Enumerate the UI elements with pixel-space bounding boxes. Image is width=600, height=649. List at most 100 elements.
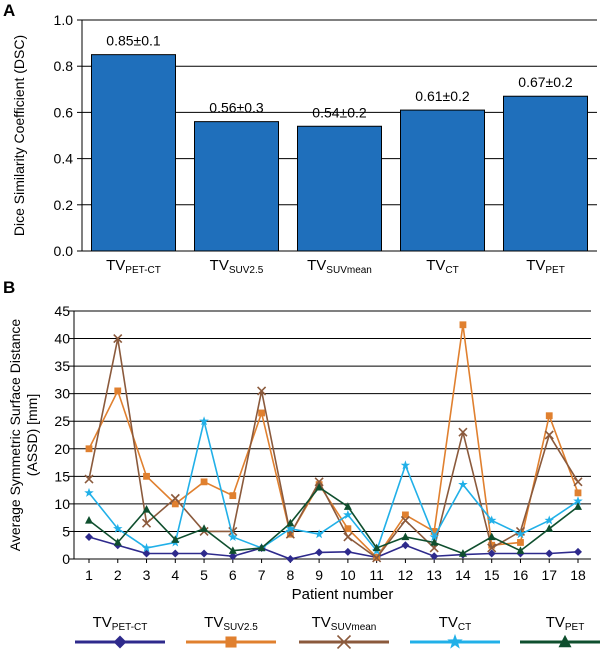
a-category-label-sub: PET-CT — [125, 265, 161, 276]
a-category-label: TVSUV2.5 — [210, 257, 264, 276]
b-point — [285, 523, 296, 533]
b-series-line — [88, 421, 579, 553]
a-ytick-label: 0.2 — [54, 197, 74, 213]
b-point — [200, 549, 209, 558]
b-point-stroke — [113, 333, 123, 344]
b-point — [343, 532, 353, 542]
a-bar — [503, 95, 588, 252]
b-legend-label: TVCT — [439, 614, 472, 633]
panel-b-letter: B — [3, 278, 15, 297]
a-ytick-label: 0.8 — [54, 58, 74, 74]
b-point — [344, 525, 352, 533]
b-legend-label: TVSUV2.5 — [204, 614, 258, 633]
b-point — [430, 538, 439, 546]
b-point — [544, 515, 554, 525]
b-point — [430, 552, 439, 561]
panel-b-legend: TVPET-CT TVSUV2.5 TVSUVmean TVCT TVPET — [75, 614, 600, 649]
b-point — [285, 529, 295, 539]
b-point — [200, 478, 208, 486]
b-point — [85, 516, 93, 524]
b-point — [286, 518, 295, 527]
b-point — [400, 515, 410, 525]
b-ytick-label: 30 — [54, 386, 70, 402]
b-point — [574, 489, 582, 497]
b-legend-marker — [113, 635, 127, 649]
b-point — [574, 547, 582, 556]
a-ytick-label: 0.4 — [54, 151, 74, 167]
b-point — [114, 387, 122, 395]
b-ytick-label: 35 — [54, 358, 70, 374]
b-legend-label: TVPET — [546, 614, 585, 633]
b-legend-label-base: TV — [546, 614, 565, 631]
b-point — [401, 541, 410, 550]
b-point — [228, 531, 238, 541]
b-series-pet — [85, 482, 582, 557]
a-category-label-base: TV — [307, 257, 326, 274]
b-xtick-label: 17 — [541, 567, 557, 583]
b-series-line — [88, 324, 579, 559]
b-point — [314, 477, 324, 487]
b-point — [487, 532, 496, 541]
b-point — [171, 549, 180, 558]
a-category-label-base: TV — [426, 257, 445, 274]
b-point — [143, 472, 150, 480]
b-legend-label-sub: PET — [565, 622, 584, 633]
b-point — [113, 333, 123, 344]
b-xtick-label: 2 — [114, 567, 122, 583]
b-xtick-label: 8 — [286, 567, 294, 583]
b-legend-label-sub: SUVmean — [331, 622, 377, 633]
b-legend-label-base: TV — [312, 614, 331, 631]
a-data-label: 0.56±0.3 — [209, 100, 264, 116]
b-point — [228, 546, 237, 554]
panel-a-bar-chart: 0.0 0.2 0.4 0.6 0.8 1.0 Dice Similarity Coeffi… — [11, 12, 597, 276]
a-y-axis-label: Dice Similarity Coefficient (DSC) — [11, 35, 27, 236]
a-category-label-sub: PET — [545, 265, 564, 276]
b-xtick-label: 14 — [455, 567, 471, 583]
b-point — [402, 511, 409, 519]
b-series-suvmean — [84, 333, 583, 563]
b-ytick-label: 45 — [54, 303, 70, 319]
b-xtick-label: 10 — [340, 567, 356, 583]
b-series-line — [88, 486, 579, 555]
b-point-stroke — [372, 553, 382, 563]
b-legend-label-sub: CT — [458, 622, 471, 633]
b-point-stroke — [285, 529, 295, 539]
b-point — [199, 416, 209, 426]
b-legend-label-base: TV — [93, 614, 112, 631]
b-point — [84, 487, 94, 497]
a-category-label-sub: CT — [445, 265, 458, 276]
panel-a-letter: A — [3, 1, 15, 20]
b-xtick-label: 18 — [570, 567, 586, 583]
a-data-label: 0.85±0.1 — [106, 33, 161, 49]
b-point — [113, 538, 122, 546]
a-ytick-label: 0.0 — [54, 243, 74, 259]
b-x-axis-label: Patient number — [292, 586, 394, 603]
a-category-label: TVPET-CT — [106, 257, 161, 276]
b-point-stroke — [314, 477, 324, 487]
a-bar — [194, 121, 279, 252]
b-legend-marker — [225, 636, 237, 648]
b-ytick-label: 25 — [54, 413, 70, 429]
b-point — [515, 529, 526, 539]
a-data-label: 0.67±0.2 — [518, 74, 573, 90]
b-point — [429, 531, 439, 541]
b-point — [545, 412, 553, 420]
b-ytick-label: 20 — [54, 441, 70, 457]
b-series-ct — [84, 416, 583, 555]
b-point — [458, 427, 468, 437]
b-ytick-label: 0 — [62, 551, 70, 567]
a-category-label-base: TV — [106, 257, 125, 274]
b-point — [573, 496, 583, 506]
a-category-label-sub: SUV2.5 — [229, 265, 264, 276]
b-legend-label-sub: PET-CT — [112, 622, 148, 633]
b-point — [200, 524, 209, 532]
b-point-stroke — [84, 474, 94, 484]
b-point — [85, 445, 93, 453]
a-bar — [91, 54, 176, 252]
b-point — [458, 479, 468, 489]
b-ytick-label: 5 — [62, 523, 70, 539]
b-point — [343, 547, 352, 556]
a-category-label-base: TV — [526, 257, 545, 274]
